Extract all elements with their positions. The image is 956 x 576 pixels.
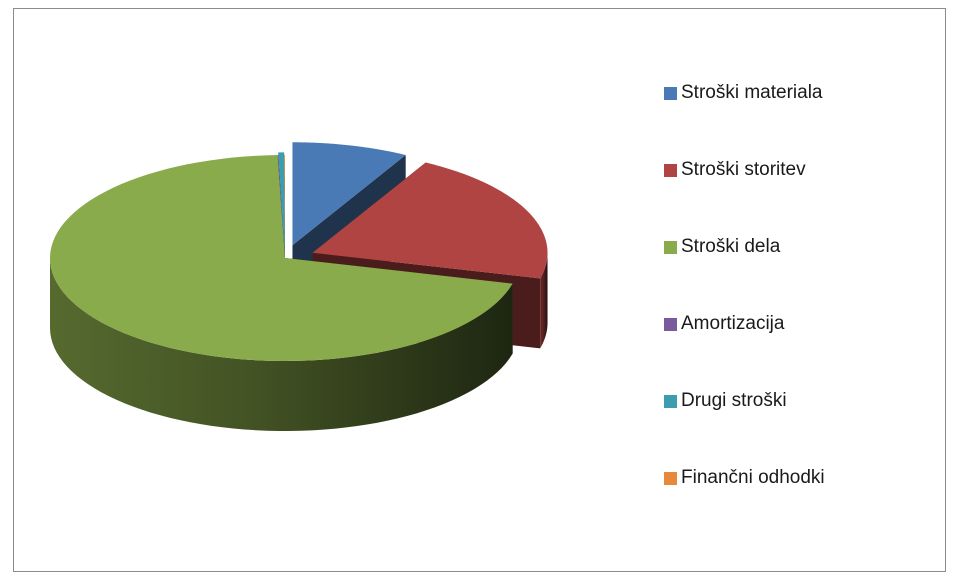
legend-item: Stroški materiala: [664, 80, 823, 106]
legend-item: Stroški dela: [664, 234, 780, 260]
legend-label: Stroški dela: [681, 236, 781, 257]
legend-label: Stroški storitev: [681, 159, 806, 180]
pie-slice-1: [312, 162, 548, 279]
legend-label: Amortizacija: [681, 313, 785, 334]
legend-item: Amortizacija: [664, 311, 784, 337]
legend-swatch: [664, 86, 677, 100]
pie-slice-side-2: [50, 258, 513, 431]
legend-swatch: [664, 394, 677, 408]
legend-label: Stroški materiala: [681, 82, 823, 103]
legend-item: Drugi stroški: [664, 388, 787, 414]
pie-slice-5: [284, 155, 285, 258]
legend-item: Stroški storitev: [664, 157, 806, 183]
legend-swatch: [664, 240, 677, 254]
legend-swatch: [664, 163, 677, 177]
pie-slice-3: [277, 155, 285, 258]
pie-slice-2: [50, 155, 513, 361]
legend-label: Finančni odhodki: [681, 467, 825, 488]
legend-item: Finančni odhodki: [664, 465, 825, 491]
pie-slice-side-1: [540, 252, 548, 349]
pie-slice-0: [292, 142, 406, 246]
legend-swatch: [664, 317, 677, 331]
pie-slice-4: [278, 152, 285, 256]
legend-swatch: [664, 471, 677, 485]
legend-label: Drugi stroški: [681, 390, 787, 411]
